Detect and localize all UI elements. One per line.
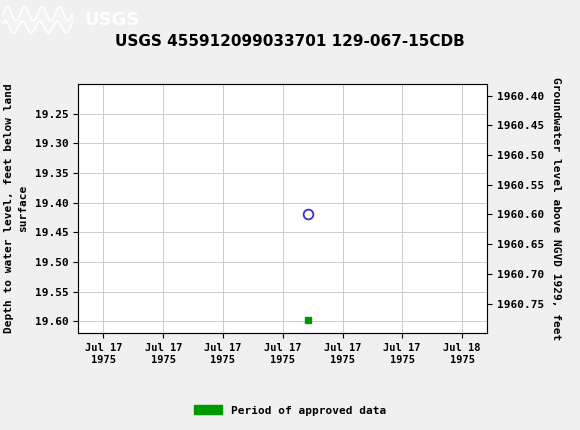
Y-axis label: Depth to water level, feet below land
surface: Depth to water level, feet below land su… — [4, 84, 28, 333]
Text: USGS 455912099033701 129-067-15CDB: USGS 455912099033701 129-067-15CDB — [115, 34, 465, 49]
Y-axis label: Groundwater level above NGVD 1929, feet: Groundwater level above NGVD 1929, feet — [551, 77, 561, 340]
Legend: Period of approved data: Period of approved data — [190, 401, 390, 420]
Text: USGS: USGS — [84, 11, 139, 29]
